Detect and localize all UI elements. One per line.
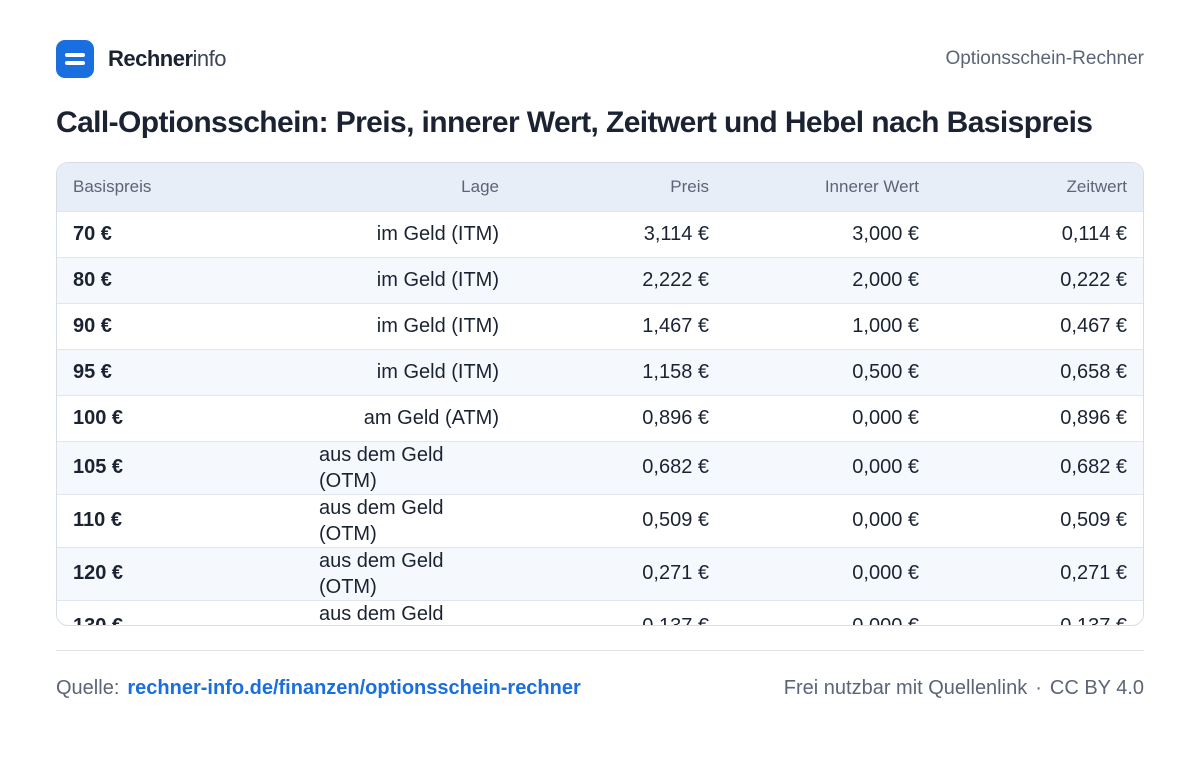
cell-basispreis: 130 € xyxy=(73,615,124,626)
source-label: Quelle: xyxy=(56,677,120,699)
column-header-basispreis: Basispreis xyxy=(73,176,152,196)
cell-lage: im Geld (ITM) xyxy=(217,303,515,349)
table-row: 110 € aus dem Geld (OTM) 0,509 € 0,000 € 0,5… xyxy=(57,494,1143,547)
cell-preis: 0,682 € xyxy=(642,456,709,478)
cell-zeitwert: 0,271 € xyxy=(1060,562,1127,584)
cell-lage: aus dem Geld (OTM) xyxy=(217,494,515,547)
cell-lage: aus dem Geld (OTM) xyxy=(217,441,515,494)
cell-zeitwert: 0,682 € xyxy=(1060,456,1127,478)
brand-name-light: info xyxy=(192,46,227,71)
table-row: 100 € am Geld (ATM) 0,896 € 0,000 € 0,896 € xyxy=(57,395,1143,441)
cell-innerer-wert: 0,000 € xyxy=(852,406,919,429)
cell-preis: 0,509 € xyxy=(642,509,709,531)
cell-preis: 3,114 € xyxy=(643,222,709,245)
brand-name-strong: Rechner xyxy=(108,46,193,71)
cell-preis: 2,222 € xyxy=(642,268,709,291)
cell-zeitwert: 0,509 € xyxy=(1060,509,1127,531)
lage-text: am Geld (ATM) xyxy=(363,407,499,430)
cell-lage: aus dem Geld (OTM) xyxy=(217,600,515,625)
table-row: 130 € aus dem Geld (OTM) 0,137 € 0,000 € 0,1… xyxy=(57,600,1143,626)
cell-innerer-wert: 1,000 € xyxy=(852,314,919,337)
brand-name: Rechnerinfo xyxy=(108,46,227,72)
brand[interactable]: Rechnerinfo xyxy=(56,40,227,78)
table-header-row: Basispreis Lage Preis Innerer Wert Zeitw… xyxy=(57,163,1143,211)
cell-preis: 0,271 € xyxy=(642,562,709,584)
table-row: 80 € im Geld (ITM) 2,222 € 2,000 € 0,222 € xyxy=(57,257,1143,303)
table-row: 90 € im Geld (ITM) 1,467 € 1,000 € 0,467 € xyxy=(57,303,1143,349)
cell-basispreis: 90 € xyxy=(73,314,112,337)
table-row: 70 € im Geld (ITM) 3,114 € 3,000 € 0,114 € xyxy=(57,211,1143,257)
data-table: Basispreis Lage Preis Innerer Wert Zeitw… xyxy=(56,162,1144,626)
footer-license: Frei nutzbar mit Quellenlink · CC BY 4.0 xyxy=(784,677,1144,700)
cell-lage: am Geld (ATM) xyxy=(217,395,515,441)
column-header-lage: Lage xyxy=(461,176,499,196)
cell-basispreis: 120 € xyxy=(73,562,124,584)
cell-basispreis: 105 € xyxy=(73,456,124,478)
column-header-preis: Preis xyxy=(670,176,709,196)
lage-text: aus dem Geld (OTM) xyxy=(319,602,444,625)
lage-text: aus dem Geld (OTM) xyxy=(319,496,444,545)
license-name: CC BY 4.0 xyxy=(1049,677,1144,699)
cell-zeitwert: 0,896 € xyxy=(1060,406,1127,429)
lage-text: im Geld (ITM) xyxy=(376,223,499,246)
table-row: 95 € im Geld (ITM) 1,158 € 0,500 € 0,658 € xyxy=(57,349,1143,395)
cell-innerer-wert: 0,000 € xyxy=(852,456,919,478)
cell-innerer-wert: 3,000 € xyxy=(852,222,919,245)
lage-text: aus dem Geld (OTM) xyxy=(319,443,444,492)
page-title: Call-Optionsschein: Preis, innerer Wert,… xyxy=(56,106,1093,139)
table-row: 120 € aus dem Geld (OTM) 0,271 € 0,000 € 0,2… xyxy=(57,547,1143,600)
cell-zeitwert: 0,658 € xyxy=(1060,360,1127,383)
cell-preis: 1,467 € xyxy=(642,314,709,337)
cell-basispreis: 110 € xyxy=(73,509,122,531)
cell-lage: im Geld (ITM) xyxy=(217,349,515,395)
footer-separator: · xyxy=(1035,677,1042,699)
cell-preis: 0,137 € xyxy=(642,615,709,626)
lage-text: im Geld (ITM) xyxy=(376,361,499,384)
cell-preis: 1,158 € xyxy=(642,360,709,383)
cell-zeitwert: 0,114 € xyxy=(1061,222,1127,245)
cell-lage: im Geld (ITM) xyxy=(217,257,515,303)
lage-text: im Geld (ITM) xyxy=(376,269,499,292)
header-calculator-label: Optionsschein-Rechner xyxy=(945,48,1144,69)
cell-basispreis: 80 € xyxy=(73,268,112,291)
cell-innerer-wert: 0,000 € xyxy=(852,509,919,531)
table-row: 105 € aus dem Geld (OTM) 0,682 € 0,000 € 0,6… xyxy=(57,441,1143,494)
source-link[interactable]: rechner-info.de/finanzen/optionsschein-r… xyxy=(127,677,581,699)
license-text: Frei nutzbar mit Quellenlink xyxy=(783,677,1028,699)
cell-zeitwert: 0,137 € xyxy=(1060,615,1127,626)
cell-innerer-wert: 0,000 € xyxy=(852,615,919,626)
lage-text: aus dem Geld (OTM) xyxy=(319,549,444,598)
column-header-innerer-wert: Innerer Wert xyxy=(824,176,919,196)
cell-lage: aus dem Geld (OTM) xyxy=(217,547,515,600)
header: Rechnerinfo Optionsschein-Rechner xyxy=(56,40,1144,78)
column-header-zeitwert: Zeitwert xyxy=(1066,176,1127,196)
cell-zeitwert: 0,222 € xyxy=(1060,268,1127,291)
cell-preis: 0,896 € xyxy=(642,406,709,429)
cell-basispreis: 95 € xyxy=(73,360,112,383)
lage-text: im Geld (ITM) xyxy=(376,315,499,338)
cell-innerer-wert: 0,000 € xyxy=(852,562,919,584)
cell-basispreis: 70 € xyxy=(73,222,112,245)
footer-source: Quelle: rechner-info.de/finanzen/optionss… xyxy=(56,677,581,700)
cell-innerer-wert: 2,000 € xyxy=(852,268,919,291)
cell-zeitwert: 0,467 € xyxy=(1060,314,1127,337)
cell-lage: im Geld (ITM) xyxy=(217,211,515,257)
logo-icon xyxy=(56,40,94,78)
cell-basispreis: 100 € xyxy=(73,406,124,429)
footer-divider xyxy=(56,650,1144,651)
cell-innerer-wert: 0,500 € xyxy=(852,360,919,383)
